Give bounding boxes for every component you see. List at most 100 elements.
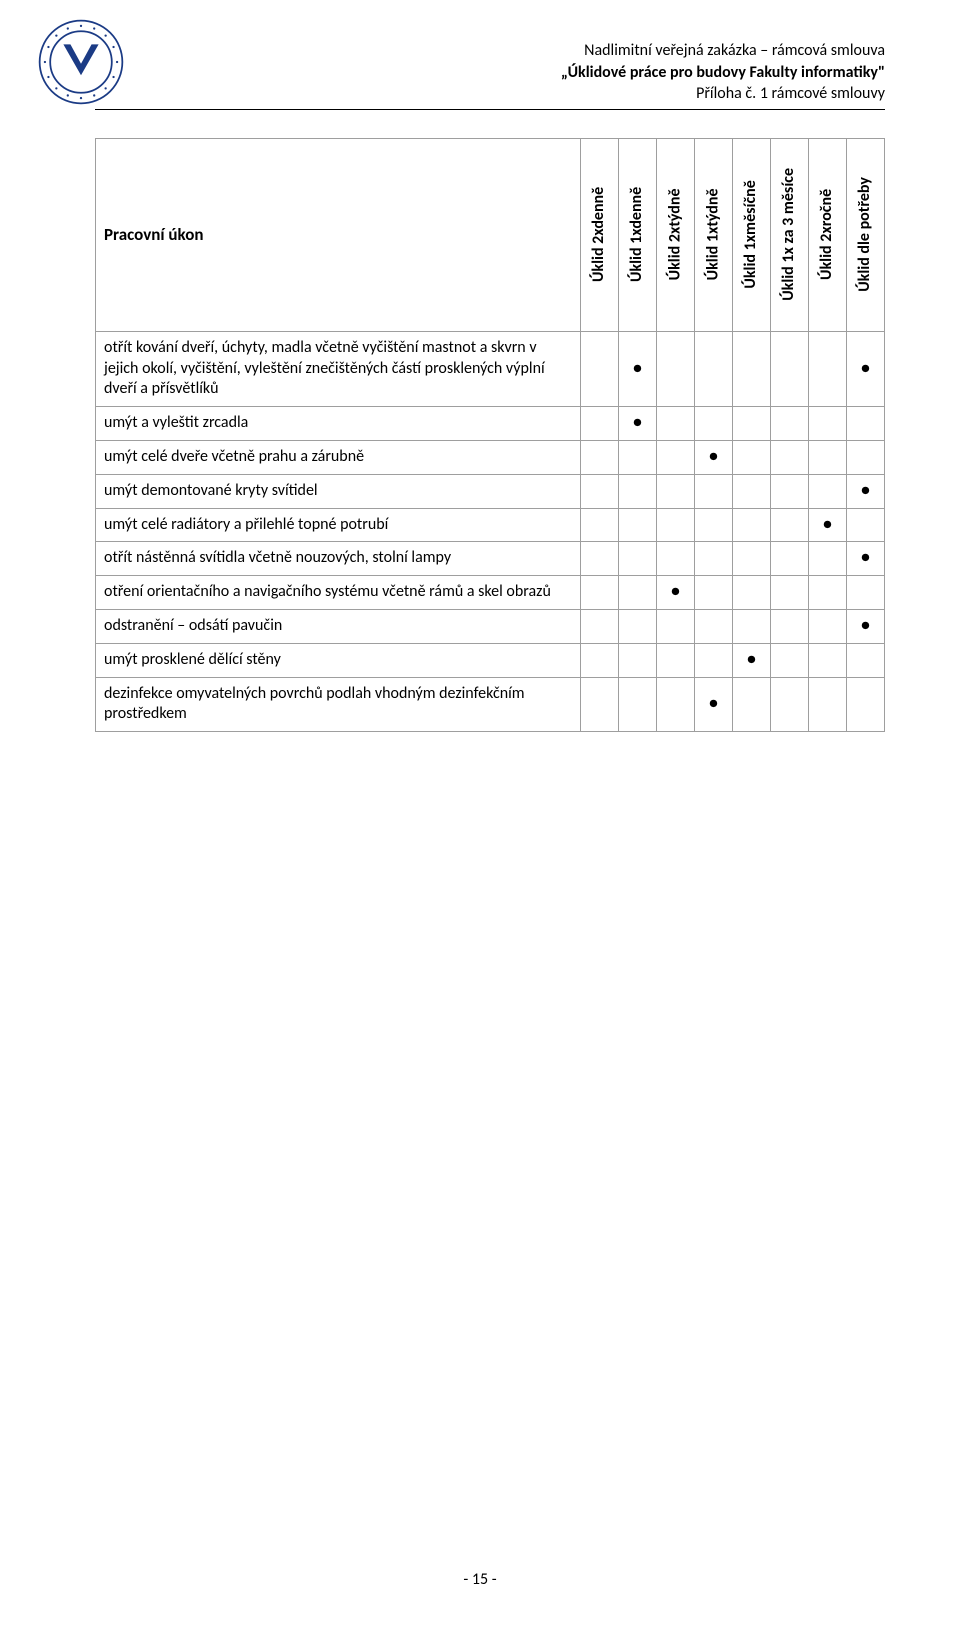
freq-cell	[695, 542, 733, 576]
freq-cell	[657, 542, 695, 576]
task-label: otřít nástěnná svítidla včetně nouzových…	[96, 542, 581, 576]
freq-cell: ●	[619, 331, 657, 406]
freq-cell	[733, 407, 771, 441]
task-header-cell: Pracovní úkon	[96, 138, 581, 331]
freq-cell	[581, 331, 619, 406]
freq-cell	[809, 407, 847, 441]
freq-cell	[619, 440, 657, 474]
task-label: umýt celé dveře včetně prahu a zárubně	[96, 440, 581, 474]
task-label: umýt prosklené dělící stěny	[96, 643, 581, 677]
freq-cell	[581, 677, 619, 732]
table-row: umýt celé radiátory a přilehlé topné pot…	[96, 508, 885, 542]
freq-cell	[619, 643, 657, 677]
freq-cell	[847, 407, 885, 441]
freq-cell	[771, 609, 809, 643]
freq-cell	[809, 331, 847, 406]
freq-cell: ●	[657, 576, 695, 610]
freq-cell	[695, 407, 733, 441]
header-line-1: Nadlimitní veřejná zakázka – rámcová sml…	[95, 40, 885, 62]
freq-cell: ●	[695, 677, 733, 732]
freq-cell: ●	[847, 609, 885, 643]
freq-cell	[733, 440, 771, 474]
page-header: Nadlimitní veřejná zakázka – rámcová sml…	[95, 40, 885, 110]
freq-cell	[809, 440, 847, 474]
freq-col-7: Úklid dle potřeby	[847, 138, 885, 331]
freq-cell	[847, 508, 885, 542]
tasks-table: Pracovní úkon Úklid 2xdenně Úklid 1xdenn…	[95, 138, 885, 732]
task-label: otření orientačního a navigačního systém…	[96, 576, 581, 610]
freq-cell	[771, 474, 809, 508]
freq-label: Úklid dle potřeby	[855, 177, 876, 292]
task-label: umýt demontované kryty svítidel	[96, 474, 581, 508]
freq-label: Úklid 2xdenně	[589, 187, 610, 282]
freq-cell	[581, 609, 619, 643]
freq-cell	[581, 542, 619, 576]
task-label: umýt celé radiátory a přilehlé topné pot…	[96, 508, 581, 542]
freq-cell	[657, 440, 695, 474]
freq-cell	[771, 331, 809, 406]
freq-cell	[733, 331, 771, 406]
freq-cell	[809, 474, 847, 508]
freq-cell	[847, 643, 885, 677]
table-row: otření orientačního a navigačního systém…	[96, 576, 885, 610]
table-row: dezinfekce omyvatelných povrchů podlah v…	[96, 677, 885, 732]
freq-cell: ●	[733, 643, 771, 677]
task-label: odstranění – odsátí pavučin	[96, 609, 581, 643]
freq-label: Úklid 1x za 3 měsíce	[779, 168, 800, 301]
freq-cell	[733, 474, 771, 508]
freq-cell	[809, 576, 847, 610]
task-label: dezinfekce omyvatelných povrchů podlah v…	[96, 677, 581, 732]
freq-cell	[581, 508, 619, 542]
header-text-block: Nadlimitní veřejná zakázka – rámcová sml…	[95, 40, 885, 105]
freq-label: Úklid 1xdenně	[627, 187, 648, 282]
freq-cell	[847, 576, 885, 610]
table-body: otřít kování dveří, úchyty, madla včetně…	[96, 331, 885, 731]
freq-col-3: Úklid 1xtýdně	[695, 138, 733, 331]
table-row: umýt a vyleštit zrcadla●	[96, 407, 885, 441]
freq-cell	[695, 474, 733, 508]
header-line-3: Příloha č. 1 rámcové smlouvy	[95, 83, 885, 105]
freq-col-6: Úklid 2xročně	[809, 138, 847, 331]
freq-cell	[847, 440, 885, 474]
freq-cell	[581, 576, 619, 610]
table-row: otřít kování dveří, úchyty, madla včetně…	[96, 331, 885, 406]
page: Nadlimitní veřejná zakázka – rámcová sml…	[0, 0, 960, 1634]
freq-cell: ●	[847, 474, 885, 508]
freq-label: Úklid 1xtýdně	[703, 189, 724, 281]
freq-cell	[733, 508, 771, 542]
freq-cell	[619, 609, 657, 643]
table-row: otřít nástěnná svítidla včetně nouzových…	[96, 542, 885, 576]
freq-cell	[809, 643, 847, 677]
freq-cell	[619, 576, 657, 610]
task-label: otřít kování dveří, úchyty, madla včetně…	[96, 331, 581, 406]
freq-cell	[771, 508, 809, 542]
header-line-2: „Úklidové práce pro budovy Fakulty infor…	[95, 62, 885, 84]
freq-cell	[771, 677, 809, 732]
freq-cell	[771, 542, 809, 576]
freq-cell	[733, 609, 771, 643]
freq-cell	[733, 677, 771, 732]
freq-cell: ●	[695, 440, 733, 474]
freq-cell	[657, 643, 695, 677]
freq-cell	[695, 331, 733, 406]
freq-cell	[771, 643, 809, 677]
freq-cell	[657, 331, 695, 406]
freq-cell	[657, 407, 695, 441]
table-header-row: Pracovní úkon Úklid 2xdenně Úklid 1xdenn…	[96, 138, 885, 331]
freq-cell	[619, 508, 657, 542]
freq-cell	[809, 542, 847, 576]
freq-cell	[695, 576, 733, 610]
table-row: odstranění – odsátí pavučin ●	[96, 609, 885, 643]
freq-cell	[657, 508, 695, 542]
freq-cell: ●	[619, 407, 657, 441]
freq-cell: ●	[847, 331, 885, 406]
freq-cell	[733, 542, 771, 576]
freq-cell	[657, 609, 695, 643]
freq-cell: ●	[847, 542, 885, 576]
freq-cell	[733, 576, 771, 610]
freq-cell: ●	[809, 508, 847, 542]
freq-cell	[771, 407, 809, 441]
freq-label: Úklid 1xměsíčně	[741, 181, 762, 289]
freq-cell	[581, 474, 619, 508]
freq-cell	[695, 643, 733, 677]
